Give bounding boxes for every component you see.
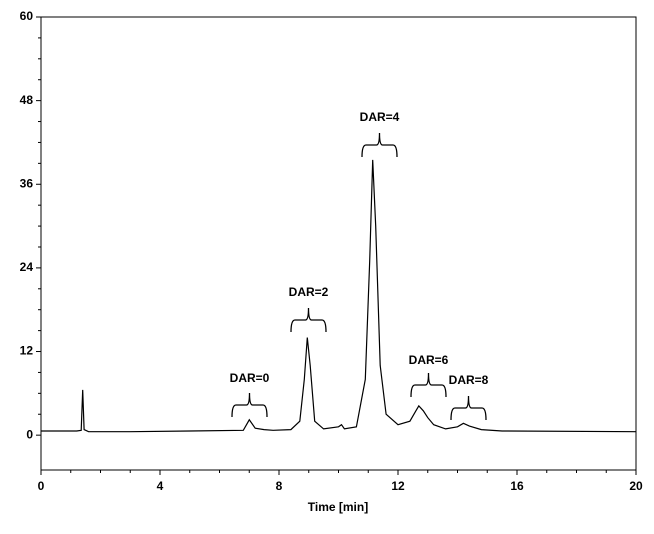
y-tick-label: 36 xyxy=(20,176,34,190)
x-tick-label: 8 xyxy=(276,479,283,493)
x-axis-label: Time [min] xyxy=(308,500,368,514)
x-tick-label: 16 xyxy=(510,479,524,493)
bracket xyxy=(231,392,268,418)
bracket xyxy=(290,307,327,333)
annotation: DAR=4 xyxy=(360,110,400,124)
y-tick-label: 48 xyxy=(20,93,34,107)
plot-frame xyxy=(40,16,637,471)
chromatogram-line xyxy=(41,159,637,433)
annotation: DAR=6 xyxy=(409,353,449,367)
y-tick-label: 12 xyxy=(20,344,34,358)
annotation: DAR=2 xyxy=(289,285,329,299)
bracket xyxy=(450,395,487,421)
y-tick-label: 60 xyxy=(20,9,34,23)
x-tick-label: 0 xyxy=(38,479,45,493)
x-tick-label: 12 xyxy=(391,479,405,493)
annotation: DAR=8 xyxy=(449,373,489,387)
y-tick-label: 0 xyxy=(26,427,33,441)
x-tick-label: 4 xyxy=(157,479,164,493)
annotation: DAR=0 xyxy=(230,371,270,385)
bracket xyxy=(361,132,398,158)
y-tick-label: 24 xyxy=(20,260,34,274)
x-tick-label: 20 xyxy=(629,479,643,493)
bracket xyxy=(410,372,447,398)
